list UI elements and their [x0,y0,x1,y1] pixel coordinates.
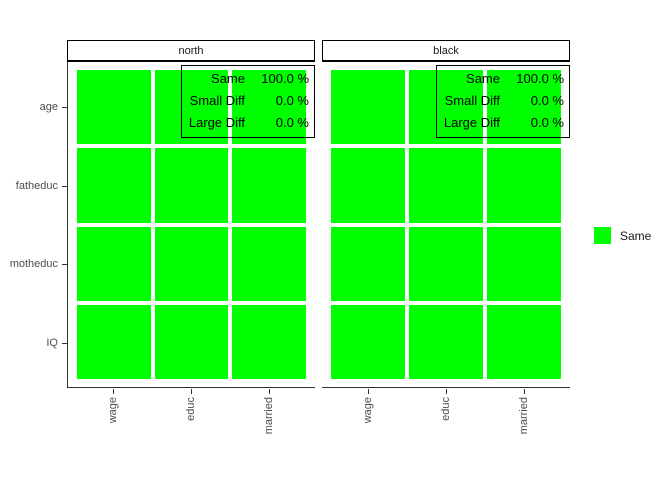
stat-label: Large Diff [443,115,500,130]
heatmap-tile [331,304,405,379]
strip-border [322,60,570,62]
facet-title: black [433,45,459,57]
stat-value: 100.0 % [516,71,564,86]
stat-label: Small Diff [189,93,245,108]
heatmap-tile [487,148,561,223]
stat-value: 0.0 % [530,115,564,130]
facet-strip-north: north [67,40,315,62]
x-axis-label: wage [362,397,374,424]
y-axis-label: age [39,101,58,114]
stat-value: 0.0 % [275,93,309,108]
x-tick [191,389,192,394]
heatmap-tile [154,226,229,301]
heatmap-tile [154,148,229,223]
heatmap-tile [487,70,561,145]
heatmap-tile [487,304,561,379]
heatmap-tile [409,148,483,223]
y-tick [62,343,67,344]
heatmap-tile [409,304,483,379]
tile-grid [68,62,315,387]
heatmap-tile [232,148,306,223]
heatmap-tile [331,70,405,145]
x-tick [368,389,369,394]
stat-value: 0.0 % [530,93,564,108]
tile-grid [322,62,570,387]
x-tick [446,389,447,394]
facet-strip-black: black [322,40,570,62]
x-tick [113,389,114,394]
y-tick [62,264,67,265]
legend-key-label: Same [620,228,652,243]
x-axis-label: wage [107,397,119,424]
x-axis-label-cell: married [487,397,561,455]
stat-value: 0.0 % [275,115,309,130]
heatmap-tile [232,304,306,379]
stat-value: 100.0 % [261,71,309,86]
x-axis-label: educ [440,397,452,421]
y-axis-label: fatheduc [15,179,58,192]
facet-panel-black: Same 100.0 % Small Diff 0.0 % Large Diff… [322,62,570,388]
stat-label: Large Diff [188,115,245,130]
facet-panel-north: Same 100.0 % Small Diff 0.0 % Large Diff… [67,62,315,388]
heatmap-tile [232,226,306,301]
heatmap-tile [77,304,151,379]
x-axis-labels-black: wage educ married [331,397,561,455]
legend-key-swatch [594,227,611,244]
stat-label: Same [211,71,245,86]
x-tick [524,389,525,394]
strip-border [67,60,315,62]
heatmap-tile [232,70,306,145]
stats-annotation-box: Same 100.0 % Small Diff 0.0 % Large Diff… [180,65,315,138]
y-tick [62,107,67,108]
x-axis-label: educ [185,397,197,421]
x-axis-label: married [263,397,275,435]
y-axis-labels: age fatheduc motheduc IQ [0,70,58,380]
heatmap-tile [331,226,405,301]
x-axis-label-cell: married [232,397,306,455]
x-tick [269,389,270,394]
heatmap-tile [77,226,151,301]
heatmap-tile [77,70,151,145]
heatmap-tile [409,226,483,301]
heatmap-tile [409,70,483,145]
stats-annotation-box: Same 100.0 % Small Diff 0.0 % Large Diff… [435,65,570,138]
heatmap-tile [487,226,561,301]
heatmap-tile [154,70,229,145]
heatmap-tile [154,304,229,379]
y-tick [62,186,67,187]
heatmap-tile [77,148,151,223]
x-axis-label-cell: wage [76,397,150,455]
y-axis-label: motheduc [9,258,58,271]
x-axis-label-cell: educ [154,397,228,455]
x-axis-label-cell: wage [331,397,405,455]
legend: Same [594,227,651,244]
stat-label: Small Diff [444,93,500,108]
y-axis-label: IQ [46,336,58,349]
x-axis-label-cell: educ [409,397,483,455]
facet-title: north [178,45,204,57]
heatmap-tile [331,148,405,223]
x-axis-label: married [518,397,530,435]
x-axis-labels-north: wage educ married [76,397,306,455]
stat-label: Same [466,71,500,86]
